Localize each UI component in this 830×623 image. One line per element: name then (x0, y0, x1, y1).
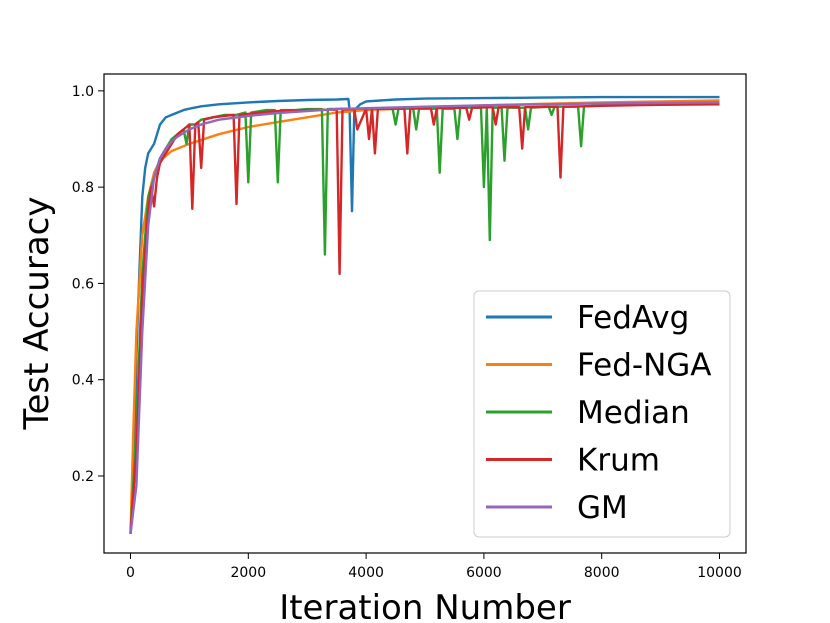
legend-label: Fed-NGA (577, 348, 712, 384)
series-line-fedavg (129, 95, 720, 534)
legend: FedAvg Fed-NGA Median Krum GM (473, 290, 731, 538)
plot-lines (129, 95, 720, 534)
x-tick-label: 0 (126, 565, 135, 581)
y-tick-label: 0.6 (72, 276, 94, 292)
y-axis-title: Test Accuracy (17, 197, 57, 431)
x-tick-label: 10000 (697, 565, 742, 581)
x-tick-label: 6000 (466, 565, 502, 581)
legend-label: Median (577, 395, 690, 431)
x-axis: 0 2000 4000 6000 8000 10000 (126, 553, 742, 581)
y-tick-label: 0.8 (72, 180, 94, 196)
x-tick-label: 2000 (230, 565, 266, 581)
x-axis-title: Iteration Number (279, 588, 571, 623)
series-line-gm (129, 101, 720, 534)
x-tick-label: 8000 (584, 565, 620, 581)
y-tick-label: 0.4 (72, 373, 94, 389)
y-axis: 0.2 0.4 0.6 0.8 1.0 (72, 84, 104, 485)
legend-label: GM (577, 490, 628, 526)
y-tick-label: 1.0 (72, 84, 94, 100)
legend-box (473, 290, 731, 538)
plot-frame (103, 73, 747, 554)
y-tick-label: 0.2 (72, 469, 94, 485)
legend-label: Krum (577, 443, 660, 479)
legend-label: FedAvg (577, 300, 689, 336)
x-tick-label: 4000 (348, 565, 384, 581)
